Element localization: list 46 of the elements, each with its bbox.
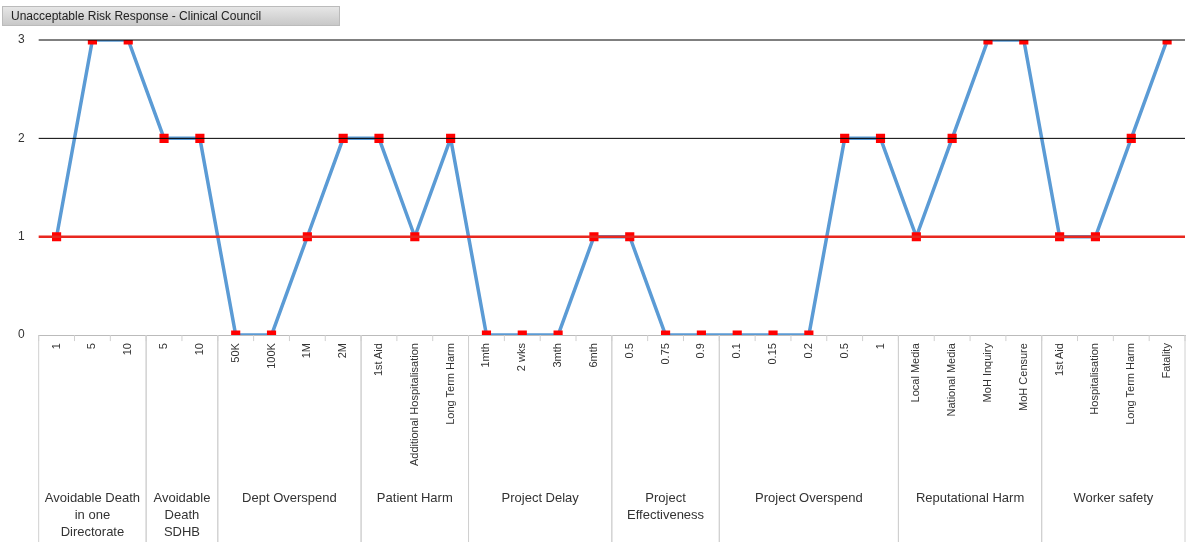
x-tick-label: 1st Aid	[1052, 343, 1065, 377]
x-tick-label: Fatality	[1160, 342, 1173, 379]
y-tick-label: 1	[17, 229, 25, 244]
x-tick-label: 0.5	[837, 343, 850, 359]
x-tick-label: 10	[121, 343, 134, 356]
text: Project Effectiveness	[627, 490, 705, 523]
y-tick-label: 2	[17, 130, 25, 145]
x-tick-label: 6mth	[586, 343, 599, 368]
x-tick-label: 50K	[228, 342, 241, 363]
x-tick-label: 2 wks	[515, 342, 528, 372]
y-tick-label: 3	[17, 32, 25, 47]
x-tick-label: National Media	[945, 342, 958, 417]
text: Reputational Harm	[915, 490, 1025, 506]
x-tick-label: 1	[49, 343, 62, 350]
x-tick-label: 0.5	[622, 343, 635, 359]
x-tick-label: 2M	[336, 343, 349, 359]
x-tick-label: 0.9	[694, 343, 707, 359]
chart-title: Unacceptable Risk Response - Clinical Council	[2, 6, 340, 26]
x-tick-label: Long Term Harm	[1124, 343, 1137, 425]
x-tick-label: 5	[85, 343, 98, 350]
text: Avoidable Death SDHB	[153, 490, 211, 540]
text: Avoidable Death in one Directorate	[44, 490, 140, 540]
x-tick-label: 1mth	[479, 343, 492, 368]
x-tick-label: MoH Censure	[1016, 343, 1029, 411]
x-tick-label: 1M	[300, 343, 313, 359]
x-tick-label: 3mth	[551, 343, 564, 368]
text: Worker safety	[1073, 490, 1154, 506]
x-tick-label: Local Media	[909, 342, 922, 403]
text: Project Overspend	[755, 490, 863, 506]
x-tick-label: Additional Hospitalisation	[407, 343, 420, 467]
x-tick-label: MoH Inquiry	[981, 342, 994, 403]
x-tick-label: 5	[157, 343, 170, 350]
text: Project Delay	[501, 490, 580, 506]
x-tick-label: 10	[192, 343, 205, 356]
x-tick-label: 0.2	[801, 343, 814, 359]
text: Patient Harm	[376, 490, 453, 506]
y-tick-label: 0	[17, 327, 25, 342]
x-tick-label: Long Term Harm	[443, 343, 456, 425]
x-tick-label: 0.15	[766, 343, 779, 365]
x-tick-label: 0.75	[658, 343, 671, 365]
x-tick-label: Hospitalisation	[1088, 343, 1101, 415]
text: Dept Overspend	[242, 490, 337, 506]
x-tick-label: 1st Aid	[372, 343, 385, 377]
x-tick-label: 1	[873, 343, 886, 350]
x-tick-label: 0.1	[730, 343, 743, 359]
x-tick-label: 100K	[264, 342, 277, 369]
